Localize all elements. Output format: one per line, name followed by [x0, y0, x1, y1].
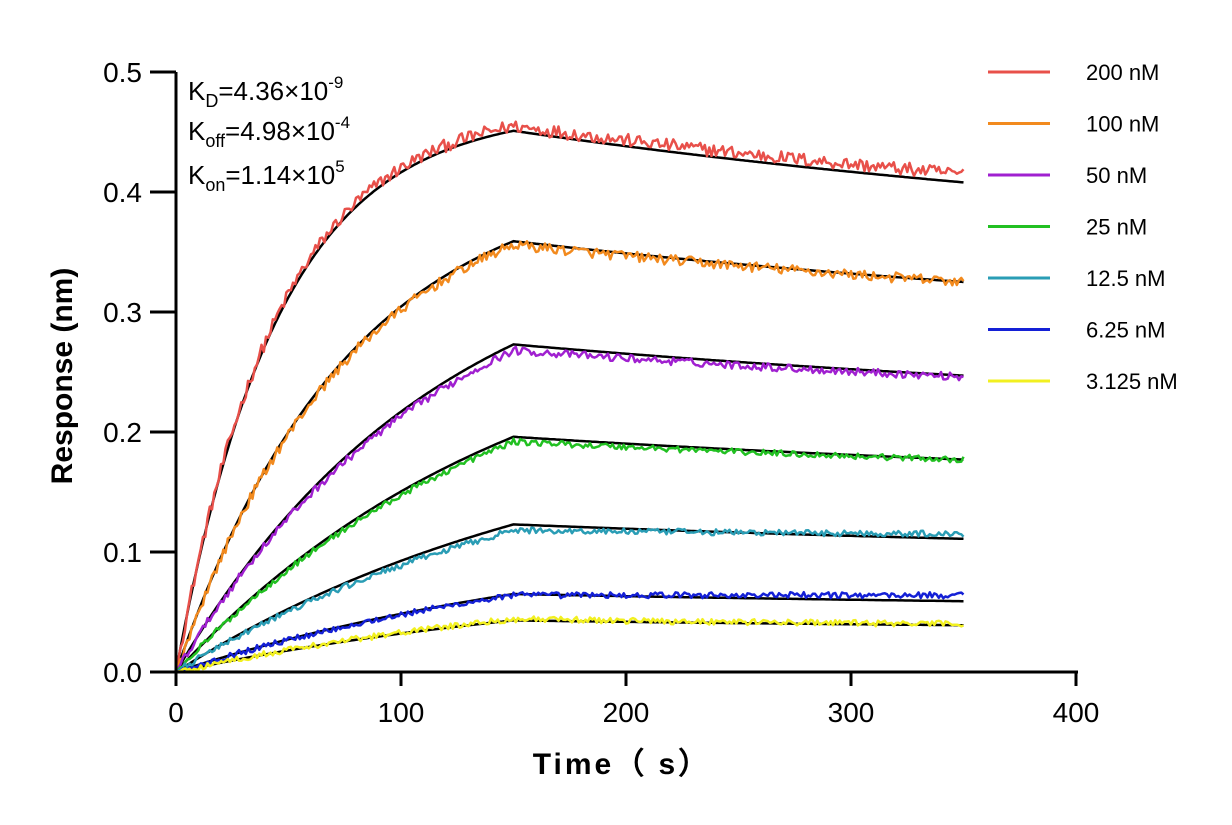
fit-curve	[175, 435, 964, 673]
series-line	[175, 615, 964, 674]
koff-annotation: Koff=4.98×10-4	[188, 113, 350, 151]
y-tick-label: 0.3	[103, 297, 142, 328]
x-tick-label: 200	[603, 697, 650, 728]
data-curves	[174, 120, 965, 674]
legend-label: 6.25 nM	[1086, 318, 1166, 343]
series-line	[174, 240, 965, 673]
y-tick-label: 0.1	[103, 537, 142, 568]
fit-curve	[174, 239, 964, 673]
legend-label: 50 nM	[1086, 163, 1147, 188]
series-line	[174, 120, 965, 673]
x-tick-label: 0	[168, 697, 184, 728]
y-tick-label: 0.5	[103, 57, 142, 88]
y-tick-label: 0.0	[103, 657, 142, 688]
legend-label: 200 nM	[1086, 60, 1159, 85]
x-axis-title: Time（ s）	[533, 747, 712, 781]
legend: 200 nM 100 nM 50 nM 25 nM 12.5 nM 6.25 nM 3.12…	[988, 60, 1178, 394]
series-line	[175, 437, 965, 673]
fit-curve	[174, 129, 964, 673]
y-tick-label: 0.2	[103, 417, 142, 448]
fit-curves	[174, 129, 964, 674]
legend-label: 12.5 nM	[1086, 266, 1166, 291]
kon-annotation: Kon=1.14×105	[188, 157, 345, 195]
legend-label: 100 nM	[1086, 112, 1159, 137]
series-line	[175, 590, 965, 674]
legend-label: 25 nM	[1086, 215, 1147, 240]
ticks: 0 100 200 300 400 0.0 0.1 0.2 0.3 0.4 0.5	[103, 57, 1099, 728]
kd-annotation: KD=4.36×10-9	[188, 73, 343, 111]
series-line	[175, 526, 965, 674]
axes	[150, 72, 1078, 674]
legend-label: 3.125 nM	[1086, 369, 1178, 394]
y-axis-title: Response (nm)	[46, 268, 79, 485]
kinetics-annotations: KD=4.36×10-9 Koff=4.98×10-4 Kon=1.14×105	[188, 73, 350, 195]
x-tick-label: 100	[378, 697, 425, 728]
series-line	[174, 345, 964, 673]
y-tick-label: 0.4	[103, 177, 142, 208]
x-tick-label: 300	[828, 697, 875, 728]
x-tick-label: 400	[1053, 697, 1100, 728]
